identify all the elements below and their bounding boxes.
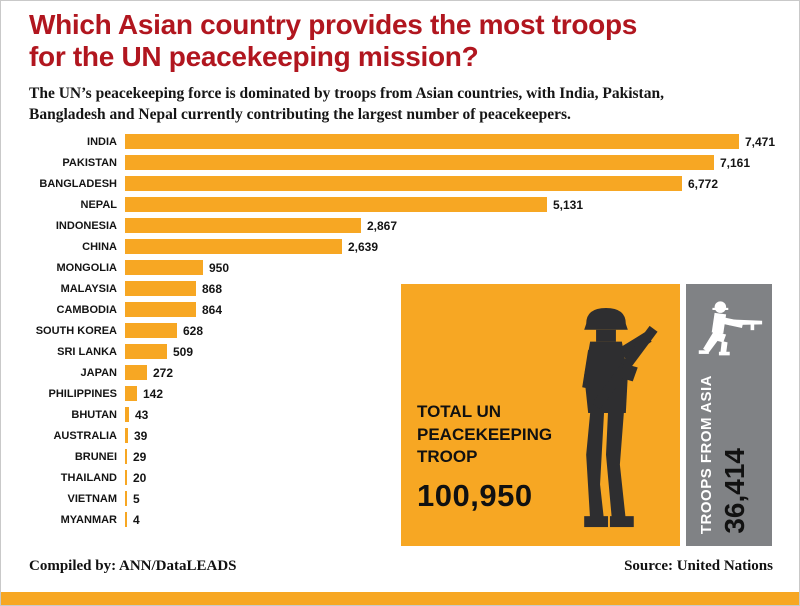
page-title-line1: Which Asian country provides the most tr… (29, 9, 638, 40)
total-un-label-line3: TROOP (417, 446, 478, 466)
bar-row: VIETNAM 5 (29, 488, 777, 509)
bar (125, 155, 714, 170)
bar-value: 2,639 (348, 239, 379, 254)
bar-row: THAILAND 20 (29, 467, 777, 488)
bar-row: SRI LANKA 509 (29, 341, 777, 362)
country-label: MONGOLIA (56, 261, 118, 274)
bar (125, 512, 127, 527)
bar-chart: INDIA 7,471 PAKISTAN 7,161 BANGLADESH 6,772 NE… (29, 131, 777, 530)
bar-row: INDIA 7,471 (29, 131, 777, 152)
country-label: PHILIPPINES (48, 387, 117, 400)
bar (125, 491, 127, 506)
total-un-label: TOTAL UN PEACEKEEPING TROOP 100,950 (417, 401, 552, 516)
bar-row: BRUNEI 29 (29, 446, 777, 467)
bar-row: AUSTRALIA 39 (29, 425, 777, 446)
country-label: JAPAN (80, 366, 117, 379)
country-label: VIETNAM (67, 492, 118, 505)
bar (125, 386, 137, 401)
bar-row: PAKISTAN 7,161 (29, 152, 777, 173)
bar-row: CAMBODIA 864 (29, 299, 777, 320)
bar-value: 29 (133, 449, 147, 464)
country-label: AUSTRALIA (53, 429, 117, 442)
bar (125, 260, 203, 275)
page-title-line2: for the UN peacekeeping mission? (29, 40, 479, 72)
country-label: NEPAL (80, 198, 117, 211)
page-title: Which Asian country provides the most tr… (29, 9, 637, 73)
country-label: BANGLADESH (39, 177, 117, 190)
bar (125, 302, 196, 317)
troops-from-asia-panel: TROOPS FROM ASIA 36,414 (686, 284, 772, 546)
compiled-by-credit: Compiled by: ANN/DataLEADS (29, 558, 237, 574)
country-label: INDONESIA (55, 219, 117, 232)
source-credit: Source: United Nations (624, 558, 773, 574)
bar (125, 239, 342, 254)
bar-row: MALAYSIA 868 (29, 278, 777, 299)
page-subtitle: The UN’s peacekeeping force is dominated… (29, 85, 664, 124)
bar (125, 197, 547, 212)
troops-from-asia-label: TROOPS FROM ASIA (698, 374, 715, 534)
total-un-label-line2: PEACEKEEPING (417, 424, 553, 444)
bar (125, 218, 361, 233)
bar (125, 470, 127, 485)
bar-row: BANGLADESH 6,772 (29, 173, 777, 194)
country-label: CAMBODIA (56, 303, 118, 316)
bar-row: MYANMAR 4 (29, 509, 777, 530)
bar-value: 20 (133, 470, 147, 485)
bar-value: 509 (173, 344, 194, 359)
bar-value: 7,471 (745, 134, 776, 149)
bar-row: BHUTAN 43 (29, 404, 777, 425)
standing-soldier-icon (582, 307, 658, 528)
bar (125, 323, 177, 338)
country-label: SOUTH KOREA (35, 324, 117, 337)
total-un-label-line1: TOTAL UN (417, 402, 502, 422)
bar-rows: INDIA 7,471 PAKISTAN 7,161 BANGLADESH 6,772 NE… (29, 131, 777, 530)
bar-value: 864 (202, 302, 223, 317)
bar-value: 950 (209, 260, 230, 275)
bar-row: MONGOLIA 950 (29, 257, 777, 278)
bar-value: 6,772 (688, 176, 719, 191)
country-label: INDIA (87, 135, 117, 148)
bar-row: INDONESIA 2,867 (29, 215, 777, 236)
bar (125, 134, 739, 149)
country-label: SRI LANKA (57, 345, 117, 358)
bar-value: 39 (134, 428, 148, 443)
bar (125, 428, 128, 443)
total-un-value: 100,950 (417, 477, 533, 513)
bar (125, 344, 167, 359)
bar-value: 868 (202, 281, 223, 296)
bar-row: JAPAN 272 (29, 362, 777, 383)
country-label: MALAYSIA (60, 282, 117, 295)
bar-row: CHINA 2,639 (29, 236, 777, 257)
country-label: BHUTAN (71, 408, 117, 421)
kneeling-soldier-icon (698, 301, 763, 356)
bar-value: 628 (183, 323, 204, 338)
bar-value: 272 (153, 365, 174, 380)
country-label: MYANMAR (60, 513, 117, 526)
troops-from-asia-value: 36,414 (719, 448, 750, 534)
bar (125, 449, 127, 464)
bar (125, 281, 196, 296)
bar-value: 7,161 (720, 155, 751, 170)
total-un-panel: TOTAL UN PEACEKEEPING TROOP 100,950 (401, 284, 680, 546)
bar-row: PHILIPPINES 142 (29, 383, 777, 404)
country-label: BRUNEI (74, 450, 117, 463)
bar-value: 142 (143, 386, 164, 401)
bar-value: 5 (133, 491, 140, 506)
bar-row: SOUTH KOREA 628 (29, 320, 777, 341)
country-label: THAILAND (60, 471, 117, 484)
bar-value: 2,867 (367, 218, 398, 233)
country-label: CHINA (82, 240, 117, 253)
bar-value: 43 (135, 407, 149, 422)
bar-row: NEPAL 5,131 (29, 194, 777, 215)
bar-value: 4 (133, 512, 140, 527)
bar (125, 407, 129, 422)
country-label: PAKISTAN (62, 156, 117, 169)
bar (125, 365, 147, 380)
bottom-accent-strip (1, 592, 799, 605)
bar-value: 5,131 (553, 197, 584, 212)
bar (125, 176, 682, 191)
